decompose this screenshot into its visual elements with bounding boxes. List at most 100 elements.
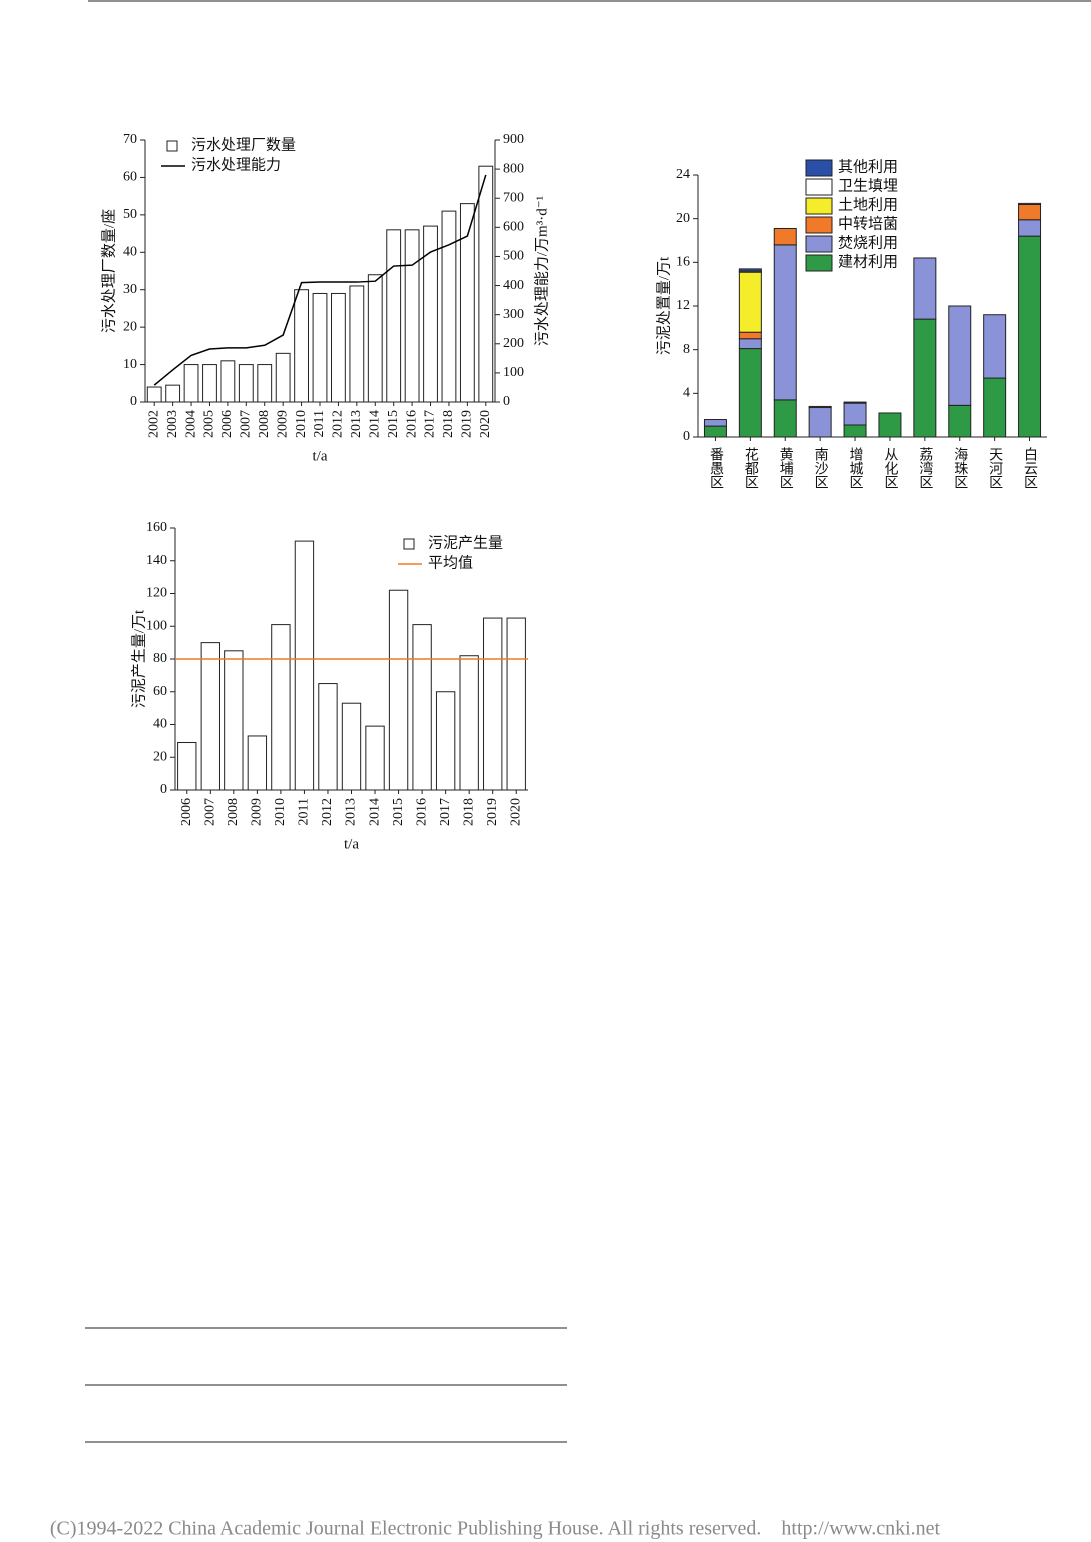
y-tick-label: 12 (676, 298, 690, 313)
bar (247, 735, 268, 791)
legend-label: 污水处理厂数量 (191, 136, 296, 153)
x-tick-label: 从化区 (882, 447, 898, 489)
y-tick-label: 70 (123, 132, 137, 147)
bar-segment (843, 401, 867, 404)
bar (238, 364, 254, 403)
bar (312, 292, 328, 403)
y-axis-title: 污水处理厂数量/座 (100, 209, 117, 333)
x-tick-label: 天河区 (987, 447, 1003, 489)
bar-segment (703, 419, 727, 427)
x-tick-label: 2015 (386, 410, 401, 438)
bar-segment (738, 268, 762, 272)
legend-swatch (805, 159, 833, 177)
x-tick-label: 2011 (297, 798, 312, 825)
bar (257, 364, 273, 403)
bar-segment (1018, 202, 1042, 205)
legend-swatch (805, 178, 833, 196)
x-tick-label: 2013 (344, 798, 359, 826)
y-tick-label: 24 (676, 167, 690, 182)
x-tick-label: 2003 (165, 410, 180, 438)
x-tick-label: 2007 (203, 798, 218, 826)
bar (200, 642, 220, 791)
bar-segment (773, 227, 797, 246)
bar (146, 386, 162, 403)
x-tick-label: 2013 (349, 410, 364, 438)
bar-segment (983, 377, 1007, 438)
bar (367, 274, 383, 403)
x-tick-label: 增城区 (848, 447, 864, 489)
legend-label: 建材利用 (838, 253, 898, 270)
legend-swatch (805, 216, 833, 234)
y-tick-label: 20 (123, 319, 137, 334)
y2-tick-label: 800 (503, 161, 524, 176)
legend-label: 平均值 (428, 554, 473, 571)
x-tick-label: 2009 (275, 410, 290, 438)
x-tick-label: 2017 (423, 410, 438, 438)
y-tick-label: 50 (123, 207, 137, 222)
y-tick-label: 10 (123, 357, 137, 372)
y-axis-title: 污泥处置量/万t (655, 256, 672, 355)
x-tick-label: 2007 (239, 410, 254, 438)
y-tick-label: 0 (160, 782, 167, 797)
legend-label: 其他利用 (838, 158, 898, 175)
y2-tick-label: 900 (503, 132, 524, 147)
bar-segment (738, 338, 762, 350)
legend-label: 卫生填埋 (838, 177, 898, 194)
x-tick-label: 2020 (508, 798, 523, 826)
legend-swatch (805, 254, 833, 272)
x-tick-label: 2020 (478, 410, 493, 438)
bar (318, 683, 338, 791)
x-tick-label: 2014 (367, 410, 382, 438)
y-tick-label: 60 (153, 684, 167, 699)
bar-segment (738, 348, 762, 438)
bar-segment (983, 314, 1007, 379)
x-tick-label: 黄埔区 (778, 446, 794, 489)
x-tick-label: 2017 (438, 798, 453, 826)
bar (202, 364, 217, 403)
bar-segment (808, 407, 832, 438)
y-tick-label: 16 (676, 255, 690, 270)
bar (441, 210, 457, 403)
y-tick-label: 80 (153, 651, 167, 666)
bar (478, 165, 494, 403)
bar (412, 624, 432, 791)
bar-segment (913, 257, 937, 320)
x-tick-label: 2008 (226, 798, 241, 826)
y2-tick-label: 400 (503, 278, 524, 293)
x-tick-label: 2004 (183, 410, 198, 438)
y2-tick-label: 0 (503, 394, 510, 409)
legend-swatch (166, 140, 178, 152)
x-tick-label: 2012 (331, 410, 346, 438)
bar-segment (773, 244, 797, 401)
bar-segment (773, 399, 797, 438)
y-tick-label: 120 (146, 586, 167, 601)
x-axis-title: t/a (344, 836, 359, 852)
legend-label: 污水处理能力 (191, 156, 281, 173)
bar (341, 702, 362, 791)
bar-segment (808, 405, 832, 409)
bar-segment (948, 305, 972, 406)
bar-segment (1018, 203, 1042, 221)
bar (271, 624, 291, 791)
bar (388, 589, 409, 791)
x-tick-label: 2002 (146, 410, 161, 438)
bar-segment (878, 412, 902, 438)
x-tick-label: 花都区 (743, 447, 759, 489)
bar (459, 203, 475, 403)
bar (404, 229, 420, 403)
x-tick-label: 海珠区 (952, 447, 968, 489)
y-tick-label: 40 (153, 717, 167, 732)
y2-axis-title: 污水处理能力/万m³·d⁻¹ (533, 196, 550, 346)
x-tick-label: 2006 (220, 410, 235, 438)
y2-tick-label: 100 (503, 365, 524, 380)
bar-segment (703, 425, 727, 438)
y-tick-label: 60 (123, 170, 137, 185)
x-axis-title: t/a (313, 448, 328, 464)
y-tick-label: 40 (123, 245, 137, 260)
bar (165, 384, 181, 403)
bar (224, 650, 244, 791)
legend-swatch (805, 197, 833, 215)
legend-swatch (403, 538, 415, 550)
bar (423, 225, 438, 403)
x-tick-label: 2012 (320, 798, 335, 826)
